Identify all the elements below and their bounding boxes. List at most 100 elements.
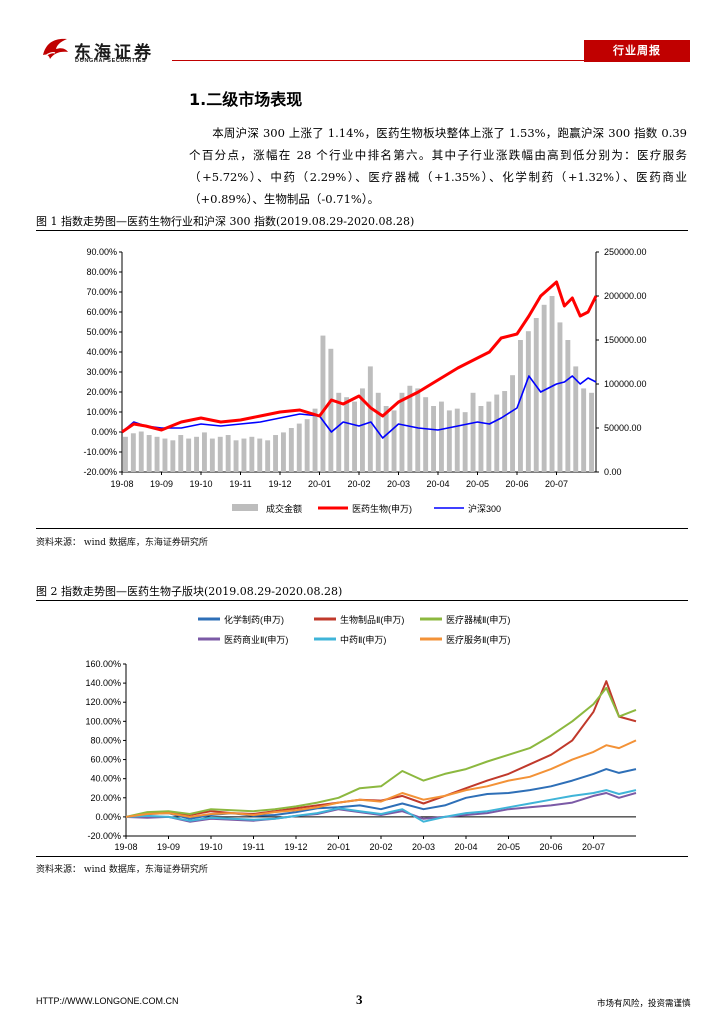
volume-bar — [462, 412, 468, 472]
volume-bar — [336, 392, 342, 472]
volume-bar — [320, 335, 326, 472]
volume-bar — [194, 436, 199, 472]
x-tick-label: 20-07 — [582, 842, 605, 852]
series-line-1 — [125, 680, 637, 818]
volume-bar — [573, 366, 579, 472]
legend-label: 医疗服务Ⅱ(申万) — [446, 634, 510, 645]
volume-bar — [446, 410, 452, 472]
legend-label: 医疗器械Ⅱ(申万) — [446, 614, 510, 625]
hs300-line — [121, 375, 597, 439]
page-number: 3 — [356, 992, 363, 1007]
x-tick-label: 20-02 — [347, 479, 370, 489]
volume-bar — [304, 419, 310, 472]
x-tick-label: 20-01 — [308, 479, 331, 489]
y-left-tick-label: -20.00% — [83, 467, 117, 477]
y-left-tick-label: 70.00% — [86, 287, 117, 297]
figure1-bottom-rule — [36, 528, 688, 529]
y-left-tick-label: 60.00% — [86, 307, 117, 317]
donghai-logo-icon — [43, 38, 68, 59]
volume-bar — [423, 397, 429, 472]
x-tick-label: 19-12 — [284, 842, 307, 852]
y-tick-label: 40.00% — [90, 774, 121, 784]
volume-bar — [478, 406, 484, 472]
volume-bar — [518, 340, 523, 472]
x-tick-label: 19-12 — [268, 479, 291, 489]
y-right-tick-label: 200000.00 — [604, 291, 647, 301]
x-tick-label: 19-09 — [157, 842, 180, 852]
volume-bar — [549, 296, 555, 472]
legend-label: 医药生物(申万) — [352, 503, 412, 514]
x-tick-label: 20-01 — [327, 842, 350, 852]
volume-bar — [162, 438, 168, 472]
volume-bar — [557, 322, 563, 472]
volume-bar — [352, 401, 357, 472]
header-divider — [172, 60, 584, 61]
figure1-source: 资料来源： wind 数据库，东海证券研究所 — [36, 538, 208, 548]
x-tick-label: 19-10 — [189, 479, 212, 489]
legend-swatch — [232, 504, 258, 511]
volume-bar — [146, 435, 152, 472]
volume-bar — [581, 388, 587, 472]
y-left-tick-label: 50.00% — [86, 327, 117, 337]
volume-bar — [257, 438, 263, 472]
y-left-tick-label: 90.00% — [86, 247, 117, 257]
y-tick-label: 80.00% — [90, 735, 121, 745]
volume-bar — [399, 392, 405, 472]
x-tick-label: 20-05 — [466, 479, 489, 489]
volume-bar — [525, 331, 531, 472]
y-tick-label: 160.00% — [85, 659, 121, 669]
figure1-chart: 90.00% 80.00% 70.00% 60.00% 50.00% 40.00% 30.0… — [83, 247, 647, 514]
volume-bar — [178, 435, 184, 472]
volume-bar — [486, 401, 492, 472]
volume-bar — [312, 408, 318, 472]
page-header: 东海证券 DONGHAI SECURITIES 行业周报 — [0, 0, 724, 70]
y-left-tick-label: 20.00% — [86, 387, 117, 397]
x-tick-label: 19-10 — [199, 842, 222, 852]
x-tick-label: 19-08 — [110, 479, 133, 489]
y-right-tick-label: 250000.00 — [604, 247, 647, 257]
y-tick-label: 60.00% — [90, 755, 121, 765]
volume-bar — [186, 438, 192, 472]
figure2-top-rule — [36, 600, 688, 601]
x-tick-label: 20-02 — [369, 842, 392, 852]
y-left-tick-label: 0.00% — [91, 427, 117, 437]
volume-bar — [431, 406, 436, 472]
volume-bar — [344, 397, 350, 472]
volume-bar — [415, 388, 421, 472]
x-tick-label: 20-06 — [539, 842, 562, 852]
volume-bar — [565, 340, 571, 472]
volume-bar — [391, 410, 397, 472]
x-tick-label: 20-06 — [505, 479, 528, 489]
figure2-source: 资料来源： wind 数据库，东海证券研究所 — [36, 865, 208, 875]
x-tick-label: 20-04 — [454, 842, 477, 852]
volume-bar — [383, 406, 389, 472]
y-left-tick-label: 30.00% — [86, 367, 117, 377]
volume-bar — [502, 391, 508, 472]
y-tick-label: 20.00% — [90, 793, 121, 803]
x-tick-label: 19-09 — [150, 479, 173, 489]
volume-bar — [494, 394, 500, 472]
report-type-badge: 行业周报 — [584, 40, 690, 62]
volume-bar — [233, 440, 239, 472]
figure1-top-rule — [36, 230, 688, 231]
x-tick-label: 20-04 — [426, 479, 449, 489]
legend-label: 医药商业Ⅱ(申万) — [224, 634, 288, 645]
volume-bar — [154, 436, 160, 472]
x-tick-label: 20-05 — [497, 842, 520, 852]
volume-bar — [241, 438, 247, 472]
volume-bar — [533, 318, 539, 472]
volume-bar — [123, 436, 128, 472]
footer-url[interactable]: HTTP://WWW.LONGONE.COM.CN — [36, 996, 179, 1006]
y-left-tick-label: 10.00% — [86, 407, 117, 417]
volume-bar — [130, 433, 136, 472]
figure2-title: 图 2 指数走势图—医药生物子版块(2019.08.29-2020.08.28) — [36, 585, 343, 598]
y-tick-label: 0.00% — [95, 812, 121, 822]
volume-bar — [170, 440, 176, 472]
figure1-title: 图 1 指数走势图—医药生物行业和沪深 300 指数(2019.08.29-20… — [36, 215, 415, 228]
volume-bar — [288, 428, 294, 472]
legend-label: 沪深300 — [468, 503, 501, 514]
series-line-5 — [125, 739, 637, 818]
volume-bar — [328, 348, 334, 472]
volume-bar — [367, 366, 373, 472]
volume-bar — [296, 423, 302, 472]
